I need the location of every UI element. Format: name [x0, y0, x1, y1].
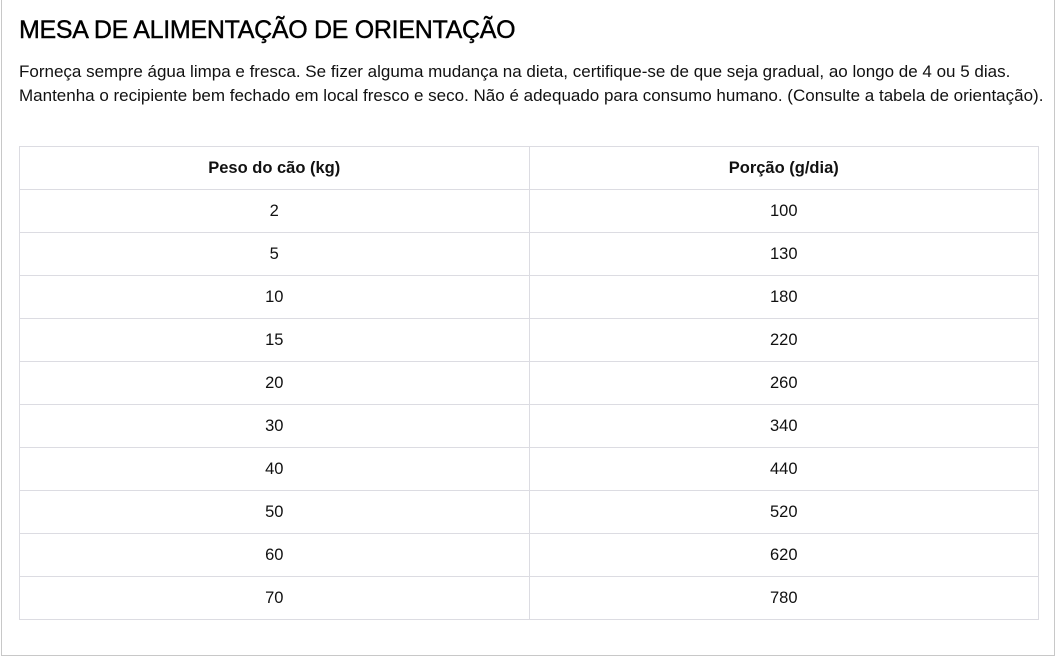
cell-weight: 70: [19, 576, 530, 620]
cell-weight: 5: [19, 232, 530, 276]
cell-weight: 60: [19, 533, 530, 577]
page-title: MESA DE ALIMENTAÇÃO DE ORIENTAÇÃO: [19, 16, 516, 44]
cell-portion: 620: [528, 533, 1039, 577]
feeding-table: Peso do cão (kg) Porção (g/dia) 2 100 5 130…: [19, 146, 1039, 620]
cell-portion: 130: [528, 232, 1039, 276]
cell-weight: 50: [19, 490, 530, 534]
table-header-row: Peso do cão (kg) Porção (g/dia): [19, 146, 1039, 190]
description: Forneça sempre água limpa e fresca. Se f…: [19, 62, 1044, 105]
cell-portion: 100: [528, 189, 1039, 233]
cell-portion: 340: [528, 404, 1039, 448]
table-row: 60 620: [19, 533, 1039, 577]
table-row: 2 100: [19, 189, 1039, 233]
table-row: 70 780: [19, 576, 1039, 620]
cell-portion: 260: [528, 361, 1039, 405]
table-row: 20 260: [19, 361, 1039, 405]
cell-weight: 30: [19, 404, 530, 448]
header-weight: Peso do cão (kg): [19, 146, 530, 190]
cell-weight: 20: [19, 361, 530, 405]
cell-portion: 180: [528, 275, 1039, 319]
table-row: 40 440: [19, 447, 1039, 491]
header-portion: Porção (g/dia): [528, 146, 1039, 190]
cell-weight: 40: [19, 447, 530, 491]
table-row: 15 220: [19, 318, 1039, 362]
table-row: 5 130: [19, 232, 1039, 276]
table-row: 10 180: [19, 275, 1039, 319]
cell-weight: 10: [19, 275, 530, 319]
cell-weight: 15: [19, 318, 530, 362]
cell-portion: 780: [528, 576, 1039, 620]
cell-portion: 220: [528, 318, 1039, 362]
table-row: 50 520: [19, 490, 1039, 534]
table-row: 30 340: [19, 404, 1039, 448]
cell-portion: 440: [528, 447, 1039, 491]
cell-weight: 2: [19, 189, 530, 233]
cell-portion: 520: [528, 490, 1039, 534]
